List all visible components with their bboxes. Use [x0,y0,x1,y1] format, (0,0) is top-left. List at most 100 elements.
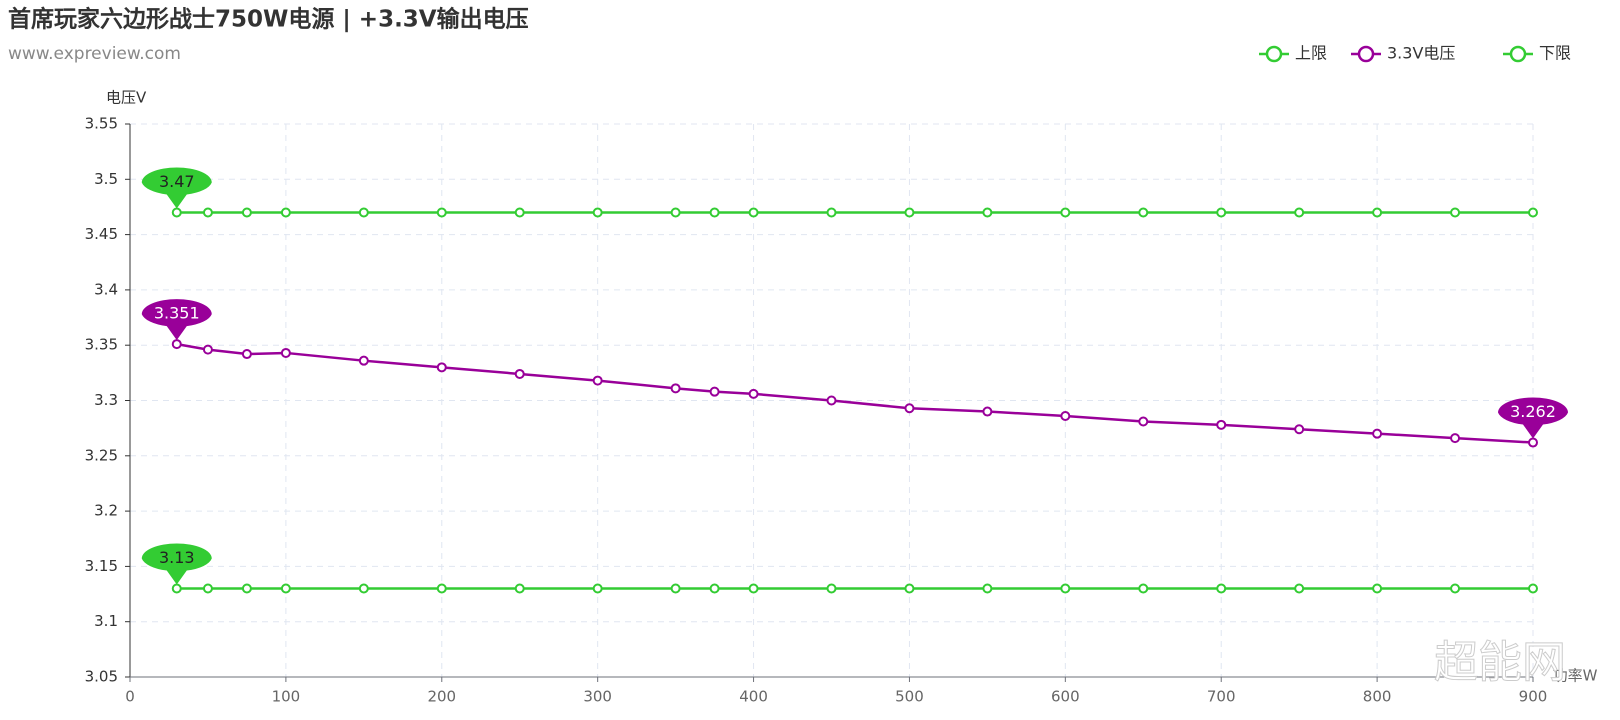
point [1528,437,1538,448]
point [826,207,837,218]
mark-pin [141,299,212,341]
point [1450,207,1461,218]
y-tick-label: 3.3 [94,391,118,409]
legend-symbol [1357,45,1375,63]
point [670,207,681,218]
point [982,406,993,417]
point [1294,424,1305,435]
chart-title: 首席玩家六边形战士750W电源 | +3.3V输出电压 [8,6,529,33]
point [436,583,447,594]
point [1372,207,1383,218]
point [436,207,447,218]
watermark: 超能网 [1434,637,1566,688]
mark-pin [141,167,212,209]
legend-label: 上限 [1295,44,1327,63]
point [1138,416,1149,427]
x-tick-label: 700 [1207,688,1236,706]
mark-pin [141,543,212,585]
x-tick-label: 0 [125,688,135,706]
point [1450,433,1461,444]
point [1294,583,1305,594]
point [358,355,369,366]
data-label: 3.47 [159,172,195,191]
legend-label: 下限 [1539,44,1571,63]
point [358,207,369,218]
point [709,207,720,218]
point [709,583,720,594]
point [1294,207,1305,218]
point [280,347,291,358]
x-tick-label: 600 [1051,688,1080,706]
point [171,207,182,218]
x-tick-label: 800 [1363,688,1392,706]
legend-item: 上限 [1259,44,1327,63]
x-tick-label: 500 [895,688,924,706]
point [826,395,837,406]
y-tick-label: 3.15 [85,557,118,575]
chart-subtitle: www.expreview.com [8,44,181,64]
point [1216,419,1227,430]
legend-label: 3.3V电压 [1387,44,1455,63]
series-line [176,342,1534,444]
x-tick-label: 100 [272,688,301,706]
point [514,368,525,379]
point [241,583,252,594]
point [514,583,525,594]
point [1216,583,1227,594]
legend-symbol [1509,45,1527,63]
point [436,362,447,373]
point [1528,207,1538,218]
y-axis-label: 电压V [106,89,147,107]
point [171,583,182,594]
point [202,583,213,594]
y-tick-label: 3.25 [85,446,118,464]
point [670,583,681,594]
point [592,375,603,386]
mark-pin [1498,397,1568,439]
point [1450,583,1461,594]
point [1060,410,1071,421]
y-tick-label: 3.05 [85,668,118,686]
legend-item: 下限 [1503,44,1571,63]
point [904,207,915,218]
legend-item: 3.3V电压 [1351,44,1455,63]
point [1372,583,1383,594]
y-tick-label: 3.1 [94,612,118,630]
point [1060,207,1071,218]
point [670,383,681,394]
point [514,207,525,218]
point [982,207,993,218]
point [982,583,993,594]
point [592,207,603,218]
point [358,583,369,594]
data-label: 3.351 [154,304,200,323]
x-tick-label: 900 [1519,688,1548,706]
point [280,583,291,594]
point [748,207,759,218]
point [592,583,603,594]
point [241,207,252,218]
point [1060,583,1071,594]
point [1138,207,1149,218]
point [826,583,837,594]
point [1528,583,1538,594]
point [709,386,720,397]
point [202,207,213,218]
y-tick-label: 3.4 [94,280,118,298]
point [1372,428,1383,439]
point [241,349,252,360]
x-tick-label: 300 [583,688,612,706]
y-tick-label: 3.35 [85,336,118,354]
y-tick-label: 3.55 [85,115,118,133]
x-tick-label: 400 [739,688,768,706]
data-label: 3.262 [1510,402,1556,421]
y-tick-label: 3.5 [94,170,118,188]
legend-symbol [1265,45,1283,63]
x-tick-label: 200 [427,688,456,706]
point [1216,207,1227,218]
point [748,388,759,399]
point [904,403,915,414]
point [904,583,915,594]
y-tick-label: 3.45 [85,225,118,243]
